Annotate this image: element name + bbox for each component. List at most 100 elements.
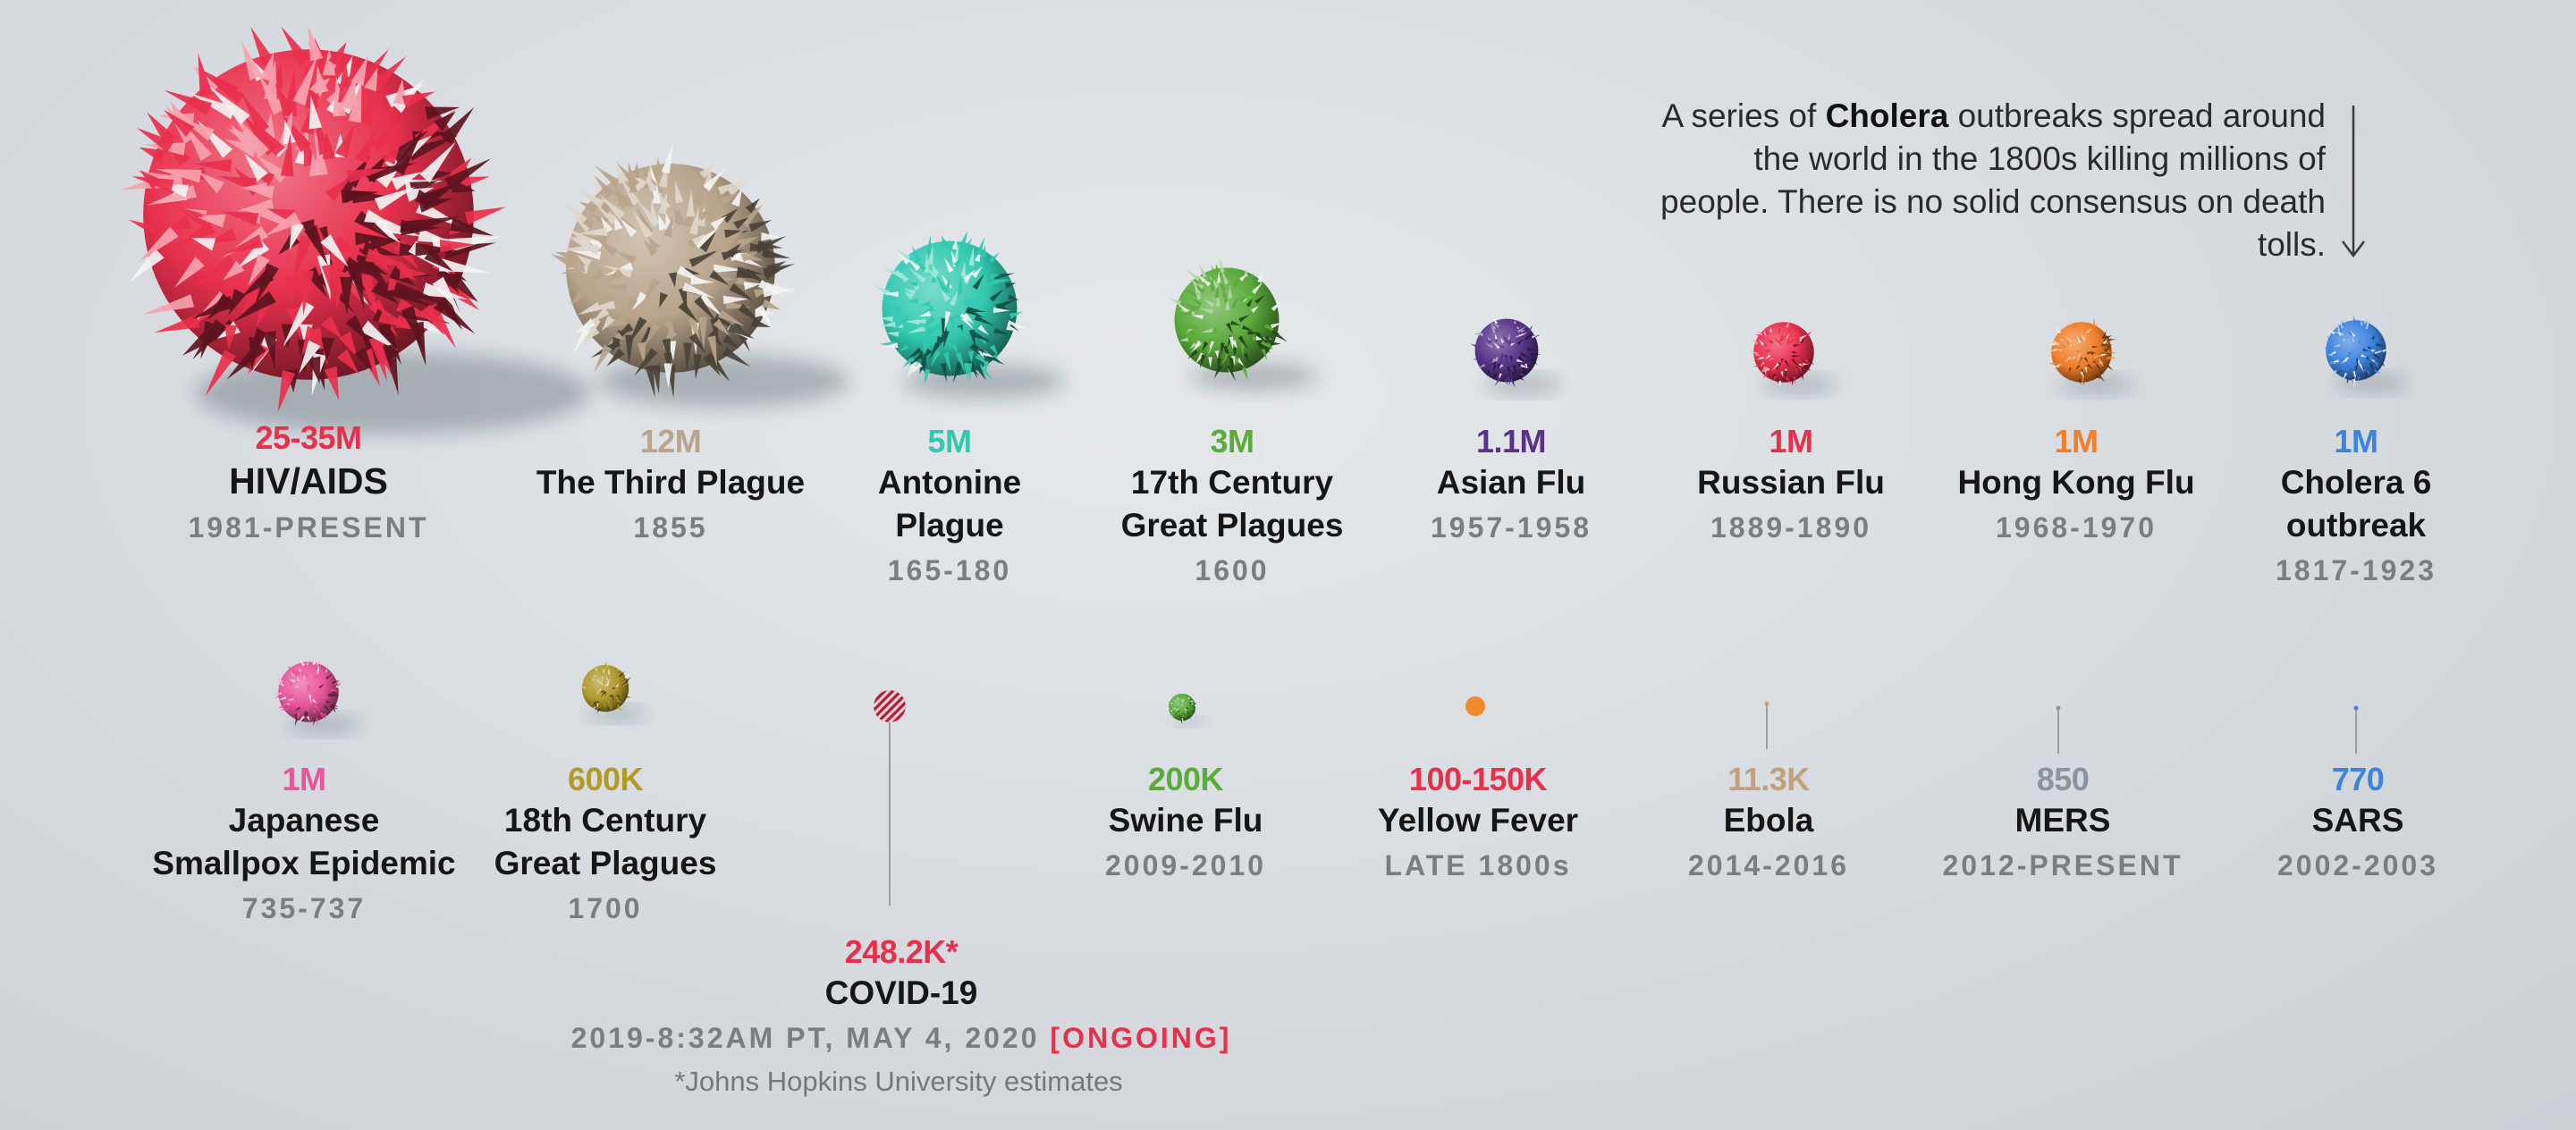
disease-name: 18th Century Great Plagues bbox=[494, 799, 717, 885]
item-label-1: 12M The Third Plague 1855 bbox=[536, 422, 805, 547]
years-label: 1817-1923 bbox=[2275, 554, 2437, 586]
disease-name-line: Plague bbox=[895, 507, 1004, 544]
disease-name-line: Hong Kong Flu bbox=[1957, 464, 2195, 501]
disease-name-line: Russian Flu bbox=[1697, 464, 1885, 501]
value-label: 11.3K bbox=[1727, 761, 1810, 797]
annotation-arrow bbox=[2342, 105, 2365, 258]
years-label: 2002-2003 bbox=[2276, 849, 2439, 881]
years-label: 1981-PRESENT bbox=[188, 511, 429, 544]
years-label: 2009-2010 bbox=[1104, 849, 1267, 881]
value-label: 3M bbox=[1210, 423, 1254, 460]
disease-name-line: HIV/AIDS bbox=[229, 460, 388, 502]
disease-name: 17th Century Great Plagues bbox=[1121, 461, 1344, 547]
footnote: *Johns Hopkins University estimates bbox=[674, 1066, 1123, 1097]
disease-name: Cholera 6 outbreak bbox=[2276, 461, 2437, 547]
item-label-8: 1M Japanese Smallpox Epidemic 735-737 bbox=[152, 760, 455, 928]
disease-name-line: Asian Flu bbox=[1436, 464, 1586, 501]
item-label-4: 1.1M Asian Flu 1957-1958 bbox=[1431, 422, 1592, 547]
years-label: 1957-1958 bbox=[1430, 511, 1592, 544]
item-label-3: 3M 17th Century Great Plagues 1600 bbox=[1121, 422, 1344, 590]
value-label: 200K bbox=[1147, 761, 1224, 797]
value-label: 1M bbox=[1769, 423, 1813, 460]
value-label: 850 bbox=[2036, 761, 2090, 797]
item-label-15: 770 SARS 2002-2003 bbox=[2277, 760, 2438, 885]
bubble-2 bbox=[874, 230, 1065, 399]
annotation-text-after: outbreaks spread around the world in the… bbox=[1660, 97, 2326, 263]
item-label-12: 100-150K Yellow Fever LATE 1800s bbox=[1378, 760, 1578, 885]
years-label: 165-180 bbox=[887, 554, 1012, 586]
disease-name: Asian Flu bbox=[1431, 461, 1592, 504]
disease-name: Yellow Fever bbox=[1378, 799, 1578, 842]
item-label-10: 248.2K* COVID-19 2019-8:32AM PT, MAY 4, 20… bbox=[571, 932, 1232, 1058]
disease-name: Hong Kong Flu bbox=[1957, 461, 2194, 504]
bubble-4 bbox=[1470, 316, 1561, 393]
bubble-15 bbox=[2353, 705, 2359, 754]
disease-name: Japanese Smallpox Epidemic bbox=[152, 799, 455, 885]
bubble-12 bbox=[1465, 696, 1485, 716]
item-label-5: 1M Russian Flu 1889-1890 bbox=[1697, 422, 1885, 547]
years-label: 1700 bbox=[568, 892, 643, 924]
disease-name: Swine Flu bbox=[1105, 799, 1266, 842]
years-label: 1855 bbox=[633, 511, 708, 544]
disease-name: HIV/AIDS bbox=[189, 458, 429, 504]
disease-name-line: Japanese bbox=[228, 802, 380, 839]
value-label: 770 bbox=[2331, 761, 2385, 797]
item-label-11: 200K Swine Flu 2009-2010 bbox=[1105, 760, 1266, 885]
bubble-7 bbox=[2323, 315, 2408, 391]
bubble-1 bbox=[551, 143, 849, 408]
item-label-6: 1M Hong Kong Flu 1968-1970 bbox=[1957, 422, 2194, 547]
disease-name: SARS bbox=[2277, 799, 2438, 842]
years-label: LATE 1800s bbox=[1384, 849, 1572, 881]
disease-name-line: Yellow Fever bbox=[1377, 802, 1579, 839]
disease-name-line: SARS bbox=[2311, 802, 2404, 839]
item-label-9: 600K 18th Century Great Plagues 1700 bbox=[494, 760, 717, 928]
item-label-2: 5M Antonine Plague 165-180 bbox=[878, 422, 1021, 590]
disease-name: Antonine Plague bbox=[878, 461, 1021, 547]
disease-name: Russian Flu bbox=[1697, 461, 1885, 504]
disease-name-line: Cholera 6 bbox=[2280, 464, 2432, 501]
bubble-9 bbox=[580, 660, 646, 720]
disease-name-line: 18th Century bbox=[503, 802, 707, 839]
disease-name-line: Great Plagues bbox=[1120, 507, 1344, 544]
item-label-0: 25-35M HIV/AIDS 1981-PRESENT bbox=[189, 418, 429, 547]
years-label: 1968-1970 bbox=[1995, 511, 2158, 544]
disease-name-line: Antonine bbox=[877, 464, 1022, 501]
years-label: 1600 bbox=[1195, 554, 1270, 586]
bubble-8 bbox=[274, 656, 360, 732]
ongoing-label: [ONGOING] bbox=[1039, 1022, 1232, 1054]
bubble-11 bbox=[1165, 692, 1205, 726]
disease-name-line: MERS bbox=[2014, 802, 2111, 839]
disease-name-line: Smallpox Epidemic bbox=[152, 845, 456, 881]
item-label-13: 11.3K Ebola 2014-2016 bbox=[1688, 760, 1849, 885]
bubble-13 bbox=[1764, 701, 1769, 749]
disease-name-line: 17th Century bbox=[1130, 464, 1334, 501]
years-label: 735-737 bbox=[241, 892, 367, 924]
disease-name-line: COVID-19 bbox=[824, 974, 978, 1011]
bubble-14 bbox=[2056, 705, 2061, 754]
item-label-14: 850 MERS 2012-PRESENT bbox=[1943, 760, 2183, 885]
disease-name-line: Swine Flu bbox=[1108, 802, 1263, 839]
value-label: 1M bbox=[282, 761, 326, 797]
item-label-7: 1M Cholera 6 outbreak 1817-1923 bbox=[2276, 422, 2437, 590]
bubble-5 bbox=[1749, 319, 1836, 392]
bubble-3 bbox=[1169, 257, 1316, 390]
value-label: 1.1M bbox=[1475, 423, 1547, 460]
disease-name: MERS bbox=[1943, 799, 2183, 842]
value-label: 5M bbox=[927, 423, 972, 460]
value-label: 25-35M bbox=[255, 419, 362, 456]
disease-name-line: The Third Plague bbox=[536, 464, 806, 501]
value-label: 248.2K* bbox=[844, 933, 959, 970]
disease-name: COVID-19 bbox=[571, 972, 1232, 1015]
value-label: 600K bbox=[567, 761, 644, 797]
years-label: 2014-2016 bbox=[1687, 849, 1850, 881]
years-label: 2012-PRESENT bbox=[1942, 849, 2183, 881]
disease-name-line: Great Plagues bbox=[494, 845, 717, 881]
years-label: 1889-1890 bbox=[1710, 511, 1872, 544]
value-label: 1M bbox=[2054, 423, 2099, 460]
bubble-0 bbox=[120, 25, 590, 434]
bubble-10 bbox=[874, 690, 906, 906]
value-label: 1M bbox=[2334, 423, 2378, 460]
cholera-annotation: A series of Cholera outbreaks spread aro… bbox=[1646, 95, 2326, 266]
